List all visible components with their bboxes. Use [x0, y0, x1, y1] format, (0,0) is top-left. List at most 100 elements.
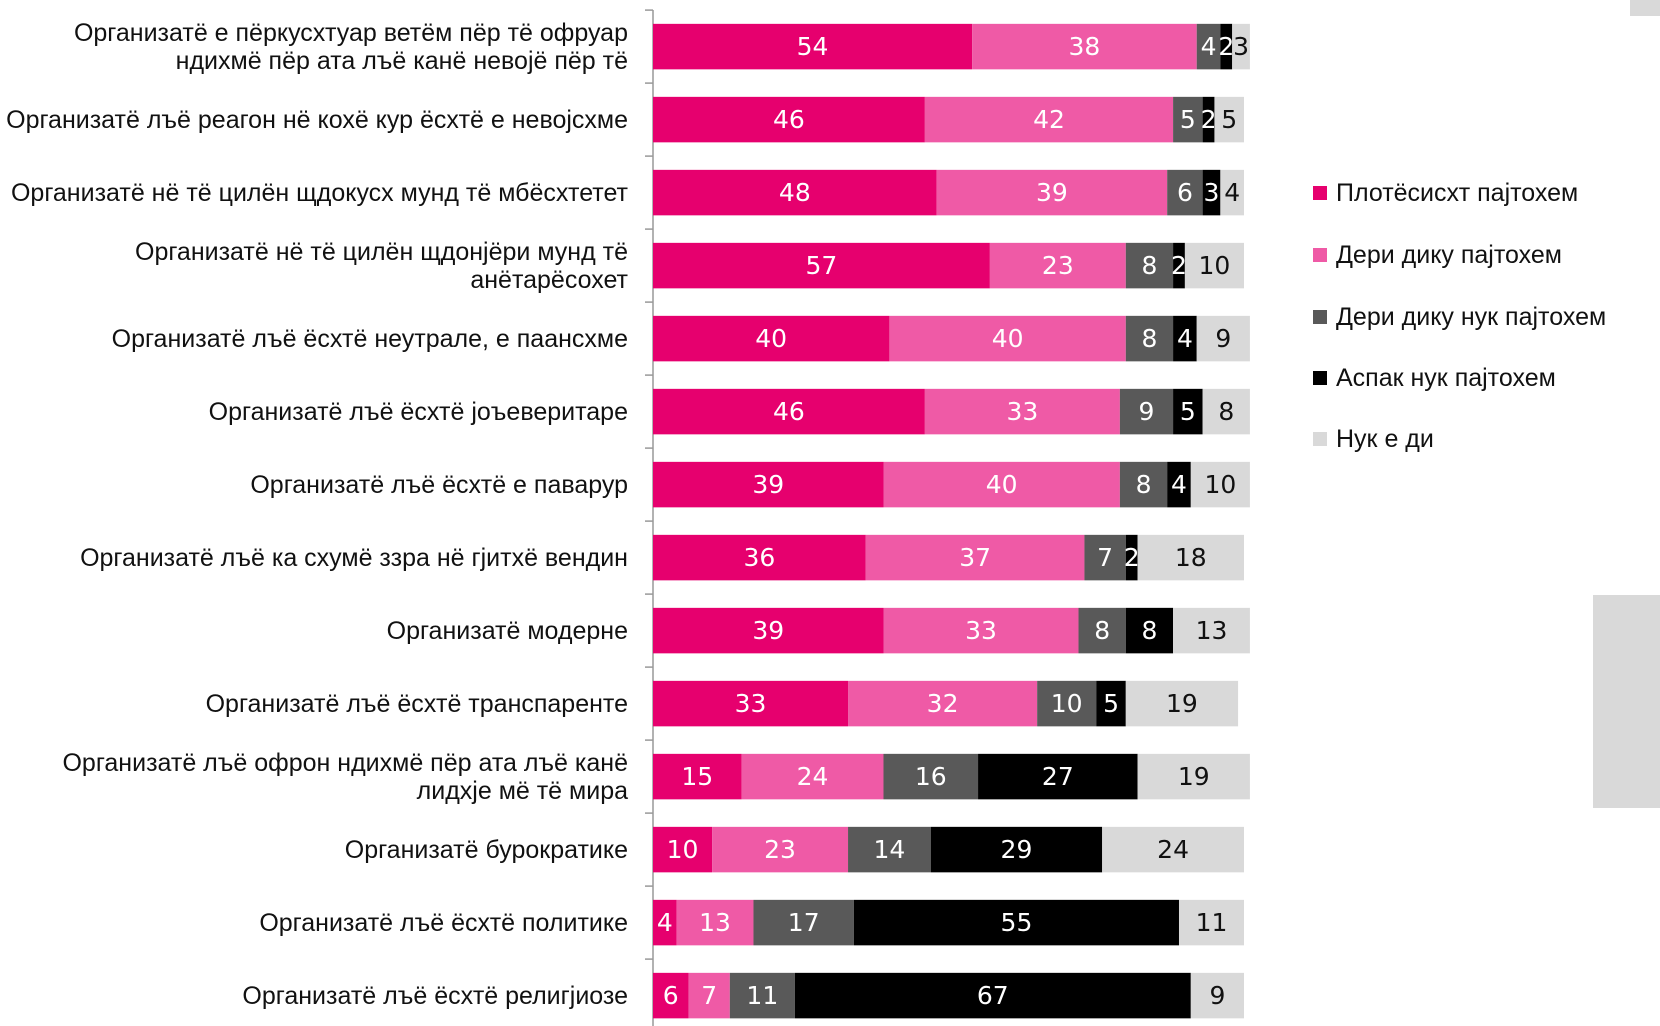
- data-label: 18: [1175, 543, 1207, 572]
- data-label: 7: [701, 981, 717, 1010]
- data-label: 42: [1033, 105, 1065, 134]
- legend-swatch: [1313, 432, 1327, 446]
- bar-segment: [1084, 534, 1126, 581]
- category-label: Организатё лъё ка схумё ззра нё гјитхё в…: [80, 543, 628, 572]
- legend-swatch: [1313, 371, 1327, 385]
- bar-segment: [653, 680, 849, 727]
- data-label: 37: [959, 543, 991, 572]
- data-label: 40: [986, 470, 1018, 499]
- category-label: Организатё лъё ёсхтё политике: [259, 908, 628, 937]
- bar-segment: [688, 972, 730, 1019]
- bar-segment: [653, 169, 937, 216]
- data-label: 24: [797, 762, 829, 791]
- bar-segment: [653, 242, 990, 289]
- bar-segment: [653, 388, 925, 435]
- bar-segment: [1125, 242, 1174, 289]
- category-label: Организатё лъё ёсхтё неутрале, е паансхм…: [111, 324, 628, 353]
- data-label: 4: [657, 908, 673, 937]
- category-label: Организатё лъё ёсхтё религјиозе: [242, 981, 628, 1010]
- bar-segment: [729, 972, 795, 1019]
- data-label: 8: [1141, 324, 1157, 353]
- category-label: Организатё е пёркусхтуар ветём пёр тё оф…: [73, 18, 628, 75]
- bar-segment: [794, 972, 1191, 1019]
- bar-segment: [1125, 680, 1239, 727]
- bar-segment: [1125, 534, 1138, 581]
- data-label: 13: [699, 908, 731, 937]
- bar-segment: [712, 826, 849, 873]
- data-label: 54: [797, 32, 829, 61]
- legend-swatch: [1313, 310, 1327, 324]
- data-label: 4: [1171, 470, 1187, 499]
- bar-segment: [1196, 315, 1250, 362]
- data-label: 39: [752, 470, 784, 499]
- data-label: 17: [788, 908, 820, 937]
- bar-segment: [930, 826, 1103, 873]
- bar-segment: [653, 461, 884, 508]
- data-label: 46: [773, 105, 805, 134]
- data-label: 38: [1069, 32, 1101, 61]
- bar-segment: [1167, 169, 1203, 216]
- category-label: Организатё лъё ёсхтё јоъеверитаре: [208, 397, 628, 426]
- bar-segment: [1096, 680, 1126, 727]
- bar-segment: [978, 753, 1138, 800]
- bar-segment: [1202, 169, 1221, 216]
- bar-segment: [972, 23, 1197, 70]
- data-label: 10: [1204, 470, 1236, 499]
- bar-segment: [1202, 96, 1215, 143]
- data-label: 46: [773, 397, 805, 426]
- category-label: Организатё лъё реагон нё кохё кур ёсхтё …: [6, 105, 628, 134]
- bar-segment: [1137, 753, 1250, 800]
- bar-segment: [653, 96, 925, 143]
- data-label: 5: [1180, 105, 1196, 134]
- data-label: 4: [1224, 178, 1240, 207]
- legend-label: Дери дику пајтохем: [1336, 241, 1562, 269]
- data-label: 6: [663, 981, 679, 1010]
- data-label: 5: [1221, 105, 1237, 134]
- data-label: 5: [1180, 397, 1196, 426]
- bar-segment: [653, 826, 713, 873]
- category-label: Организатё лъё ёсхтё транспаренте: [205, 689, 628, 718]
- bar-segment: [1119, 388, 1174, 435]
- data-label: 19: [1166, 689, 1198, 718]
- legend-label: Аспак нук пајтохем: [1336, 364, 1556, 392]
- bar-segment: [1173, 388, 1203, 435]
- data-label: 9: [1209, 981, 1225, 1010]
- data-label: 23: [1042, 251, 1074, 280]
- bar-segment: [1102, 826, 1244, 873]
- data-label: 13: [1196, 616, 1228, 645]
- data-label: 23: [764, 835, 796, 864]
- data-label: 10: [1199, 251, 1231, 280]
- category-label: Организатё модерне: [386, 616, 628, 645]
- data-label: 33: [1006, 397, 1038, 426]
- data-label: 5: [1103, 689, 1119, 718]
- bar-segment: [848, 680, 1038, 727]
- bar-segment: [1220, 23, 1233, 70]
- bar-segment: [741, 753, 884, 800]
- data-label: 19: [1178, 762, 1210, 791]
- bar-segment: [924, 388, 1120, 435]
- bar-segment: [653, 315, 890, 362]
- data-label: 57: [806, 251, 838, 280]
- legend-label: Нук е ди: [1336, 425, 1434, 453]
- bar-segment: [653, 534, 866, 581]
- bar-segment: [1214, 96, 1244, 143]
- bar-segment: [865, 534, 1085, 581]
- bar-segment: [653, 753, 742, 800]
- legend-swatch: [1313, 248, 1327, 262]
- data-label: 4: [1201, 32, 1217, 61]
- bar-segment: [1137, 534, 1244, 581]
- data-label: 27: [1042, 762, 1074, 791]
- data-label: 10: [1051, 689, 1083, 718]
- bar-segment: [1173, 315, 1197, 362]
- data-label: 8: [1094, 616, 1110, 645]
- legend-label: Дери дику нук пајтохем: [1336, 303, 1606, 331]
- bar-segment: [1232, 23, 1250, 70]
- bar-segment: [1202, 388, 1250, 435]
- bar-segment: [1037, 680, 1097, 727]
- data-label: 15: [681, 762, 713, 791]
- bar-segment: [653, 607, 884, 654]
- data-label: 55: [1001, 908, 1033, 937]
- data-label: 3: [1233, 32, 1249, 61]
- data-label: 10: [667, 835, 699, 864]
